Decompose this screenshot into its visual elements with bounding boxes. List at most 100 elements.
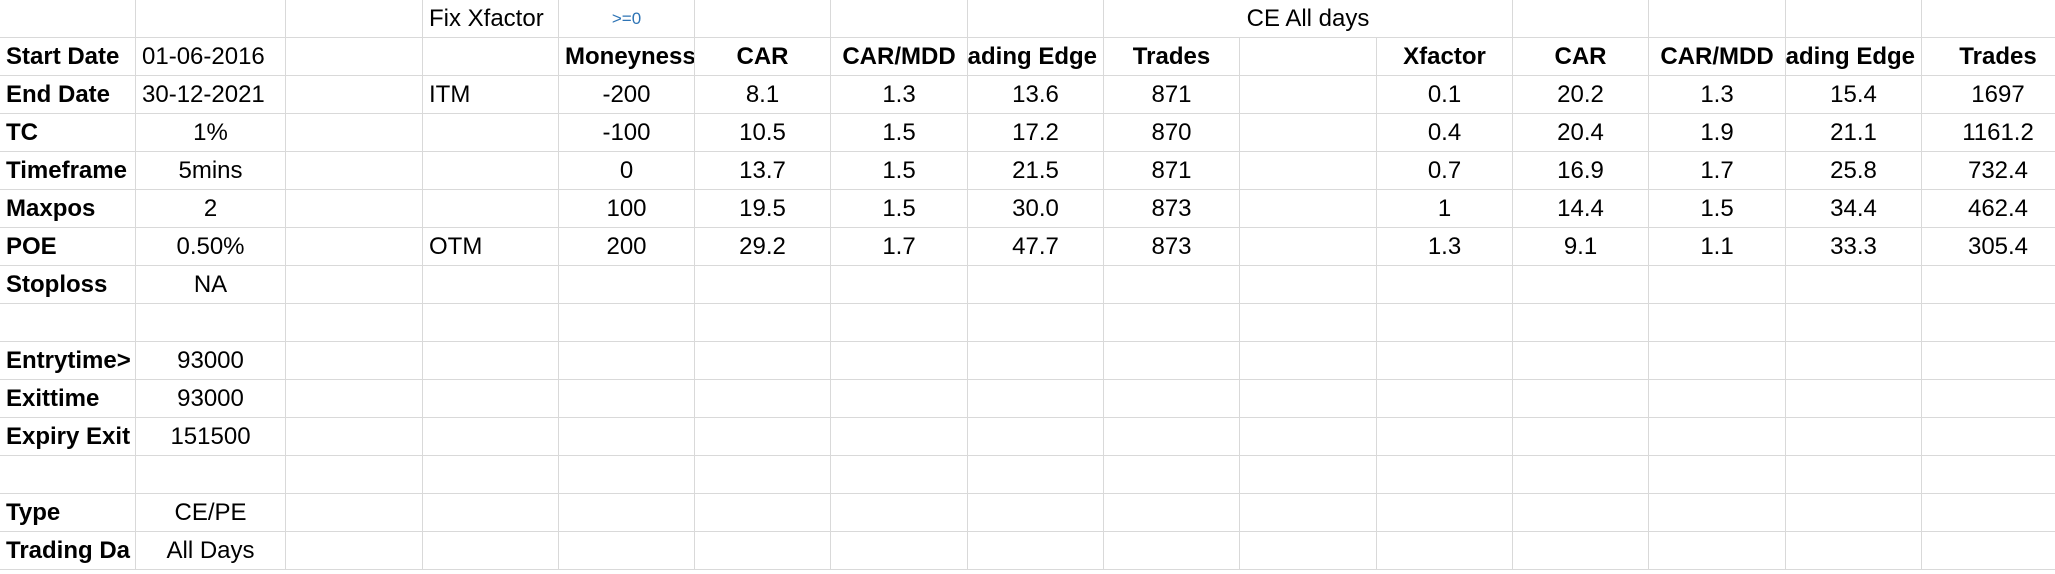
- cell-r2-c3[interactable]: [286, 38, 423, 76]
- cell-r11-c4[interactable]: [423, 380, 559, 418]
- cell-r11-c11[interactable]: [1377, 380, 1513, 418]
- cell-r15-c5[interactable]: [559, 532, 695, 570]
- cell-r8-c12[interactable]: [1513, 266, 1649, 304]
- ce-row-car[interactable]: 16.9: [1513, 152, 1649, 190]
- cell-r9-c11[interactable]: [1377, 304, 1513, 342]
- cell-r1-c6[interactable]: [695, 0, 831, 38]
- ce-row-xfactor[interactable]: 0.4: [1377, 114, 1513, 152]
- fix-row-label[interactable]: [423, 152, 559, 190]
- cell-r14-c10[interactable]: [1240, 494, 1377, 532]
- cell-r11-c9[interactable]: [1104, 380, 1240, 418]
- cell-r13-c10[interactable]: [1240, 456, 1377, 494]
- cell-r2-c10[interactable]: [1240, 38, 1377, 76]
- fix-row-moneyness[interactable]: -200: [559, 76, 695, 114]
- ce-header-trades[interactable]: Trades: [1922, 38, 2055, 76]
- cell-r12-c3[interactable]: [286, 418, 423, 456]
- cell-r11-c8[interactable]: [968, 380, 1104, 418]
- fix-condition[interactable]: >=0: [559, 0, 695, 38]
- cell-r14-c7[interactable]: [831, 494, 968, 532]
- param-label[interactable]: End Date: [0, 76, 136, 114]
- cell-r8-c7[interactable]: [831, 266, 968, 304]
- cell-r12-c12[interactable]: [1513, 418, 1649, 456]
- param-label[interactable]: Trading Da: [0, 532, 136, 570]
- cell-r2-c4[interactable]: [423, 38, 559, 76]
- cell-r11-c15[interactable]: [1922, 380, 2055, 418]
- cell-r8-c4[interactable]: [423, 266, 559, 304]
- cell-r11-c6[interactable]: [695, 380, 831, 418]
- cell-r11-c7[interactable]: [831, 380, 968, 418]
- ce-row-car[interactable]: 14.4: [1513, 190, 1649, 228]
- cell-r13-c12[interactable]: [1513, 456, 1649, 494]
- cell-r6-c10[interactable]: [1240, 190, 1377, 228]
- ce-row-trades[interactable]: 732.4: [1922, 152, 2055, 190]
- ce-row-xfactor[interactable]: 1.3: [1377, 228, 1513, 266]
- cell-r14-c4[interactable]: [423, 494, 559, 532]
- cell-r13-c8[interactable]: [968, 456, 1104, 494]
- cell-r13-c14[interactable]: [1786, 456, 1922, 494]
- cell-r12-c15[interactable]: [1922, 418, 2055, 456]
- param-label[interactable]: Maxpos: [0, 190, 136, 228]
- cell-r5-c3[interactable]: [286, 152, 423, 190]
- fix-header-trades[interactable]: Trades: [1104, 38, 1240, 76]
- cell-r13-c6[interactable]: [695, 456, 831, 494]
- cell-r15-c8[interactable]: [968, 532, 1104, 570]
- fix-row-trades[interactable]: 871: [1104, 76, 1240, 114]
- param-value[interactable]: 93000: [136, 342, 286, 380]
- cell-r8-c14[interactable]: [1786, 266, 1922, 304]
- ce-row-trades[interactable]: 305.4: [1922, 228, 2055, 266]
- cell-r15-c11[interactable]: [1377, 532, 1513, 570]
- param-label[interactable]: Stoploss: [0, 266, 136, 304]
- cell-r5-c10[interactable]: [1240, 152, 1377, 190]
- fix-row-trades[interactable]: 870: [1104, 114, 1240, 152]
- cell-r14-c13[interactable]: [1649, 494, 1786, 532]
- cell-r13-c5[interactable]: [559, 456, 695, 494]
- cell-r14-c8[interactable]: [968, 494, 1104, 532]
- cell-r9-c4[interactable]: [423, 304, 559, 342]
- ce-row-edge[interactable]: 25.8: [1786, 152, 1922, 190]
- fix-row-label[interactable]: [423, 190, 559, 228]
- cell-r14-c5[interactable]: [559, 494, 695, 532]
- fix-row-label[interactable]: [423, 114, 559, 152]
- fix-row-trades[interactable]: 873: [1104, 228, 1240, 266]
- fix-header-car-mdd[interactable]: CAR/MDD: [831, 38, 968, 76]
- fix-row-car_mdd[interactable]: 1.5: [831, 190, 968, 228]
- param-value[interactable]: 0.50%: [136, 228, 286, 266]
- ce-row-trades[interactable]: 1161.2: [1922, 114, 2055, 152]
- ce-row-xfactor[interactable]: 0.1: [1377, 76, 1513, 114]
- cell-r12-c5[interactable]: [559, 418, 695, 456]
- cell-r14-c9[interactable]: [1104, 494, 1240, 532]
- cell-r1-c7[interactable]: [831, 0, 968, 38]
- cell-r4-c3[interactable]: [286, 114, 423, 152]
- fix-row-trades[interactable]: 873: [1104, 190, 1240, 228]
- param-value[interactable]: NA: [136, 266, 286, 304]
- cell-r8-c6[interactable]: [695, 266, 831, 304]
- cell-r10-c8[interactable]: [968, 342, 1104, 380]
- cell-r1-c13[interactable]: [1649, 0, 1786, 38]
- cell-r9-c8[interactable]: [968, 304, 1104, 342]
- param-value[interactable]: 30-12-2021: [136, 76, 286, 114]
- fix-row-car_mdd[interactable]: 1.7: [831, 228, 968, 266]
- fix-row-car[interactable]: 8.1: [695, 76, 831, 114]
- cell-r15-c13[interactable]: [1649, 532, 1786, 570]
- fix-row-edge[interactable]: 30.0: [968, 190, 1104, 228]
- cell-r10-c4[interactable]: [423, 342, 559, 380]
- cell-r9-c7[interactable]: [831, 304, 968, 342]
- param-value[interactable]: [136, 304, 286, 342]
- cell-r14-c3[interactable]: [286, 494, 423, 532]
- cell-r13-c15[interactable]: [1922, 456, 2055, 494]
- cell-r13-c4[interactable]: [423, 456, 559, 494]
- ce-row-edge[interactable]: 34.4: [1786, 190, 1922, 228]
- cell-r10-c7[interactable]: [831, 342, 968, 380]
- cell-r9-c13[interactable]: [1649, 304, 1786, 342]
- fix-row-edge[interactable]: 21.5: [968, 152, 1104, 190]
- cell-r10-c13[interactable]: [1649, 342, 1786, 380]
- cell-r15-c6[interactable]: [695, 532, 831, 570]
- cell-r9-c10[interactable]: [1240, 304, 1377, 342]
- cell-r1-c8[interactable]: [968, 0, 1104, 38]
- ce-row-trades[interactable]: 1697: [1922, 76, 2055, 114]
- cell-r15-c4[interactable]: [423, 532, 559, 570]
- cell-r10-c11[interactable]: [1377, 342, 1513, 380]
- ce-row-car_mdd[interactable]: 1.3: [1649, 76, 1786, 114]
- fix-header-trading-edge[interactable]: Trading Edge: [968, 38, 1104, 76]
- cell-r11-c14[interactable]: [1786, 380, 1922, 418]
